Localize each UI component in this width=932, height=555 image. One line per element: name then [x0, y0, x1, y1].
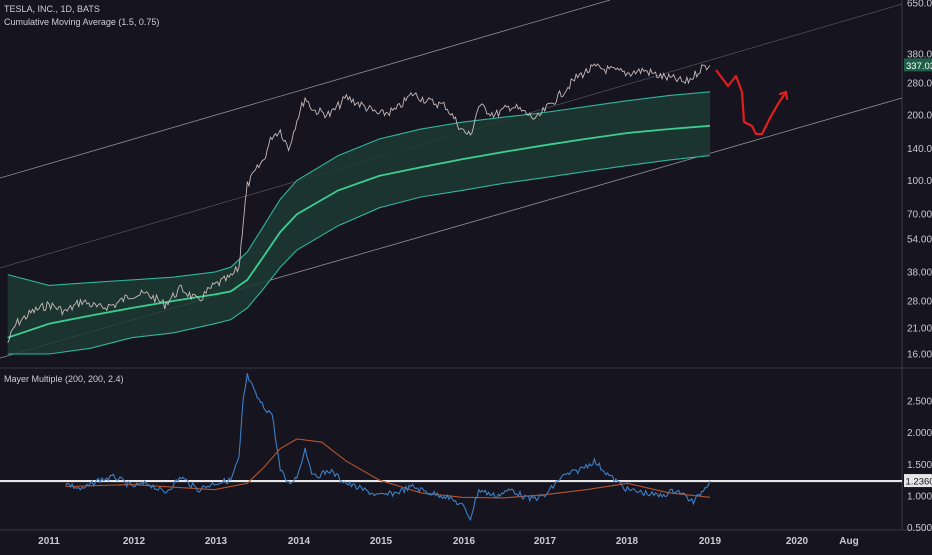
price-tick-label: 54.00 [907, 234, 932, 245]
price-tick-label: 21.00 [907, 324, 932, 335]
mayer-tick-label: 1.5000 [907, 460, 932, 471]
price-tick-label: 650.00 [907, 0, 932, 10]
current-price-label: 337.03 [906, 61, 932, 72]
price-tick-label: 38.00 [907, 268, 932, 279]
time-tick-label: 2018 [616, 536, 639, 547]
time-tick-label: 2013 [205, 536, 228, 547]
time-tick-label: 2014 [288, 536, 311, 547]
price-tick-label: 70.00 [907, 210, 932, 221]
time-tick-label: 2012 [123, 536, 146, 547]
price-tick-label: 200.00 [907, 110, 932, 121]
time-tick-label: 2019 [699, 536, 722, 547]
symbol-title: TESLA, INC., 1D, BATS [4, 4, 100, 14]
current-mayer-label: 1.2360 [906, 477, 932, 488]
price-tick-label: 28.00 [907, 296, 932, 307]
time-tick-label: Aug [839, 536, 858, 547]
time-tick-label: 2016 [453, 536, 476, 547]
time-tick-label: 2011 [38, 536, 60, 547]
price-tick-label: 16.00 [907, 350, 932, 361]
time-tick-label: 2020 [786, 536, 809, 547]
mayer-multiple-title: Mayer Multiple (200, 200, 2.4) [4, 374, 124, 384]
price-tick-label: 100.00 [907, 176, 932, 187]
indicator-title: Cumulative Moving Average (1.5, 0.75) [4, 17, 159, 27]
time-tick-label: 2017 [534, 536, 557, 547]
mayer-tick-label: 2.5000 [907, 397, 932, 408]
price-tick-label: 280.00 [907, 78, 932, 89]
time-tick-label: 2015 [370, 536, 393, 547]
mayer-tick-label: 0.5000 [907, 523, 932, 534]
price-tick-label: 140.00 [907, 144, 932, 155]
